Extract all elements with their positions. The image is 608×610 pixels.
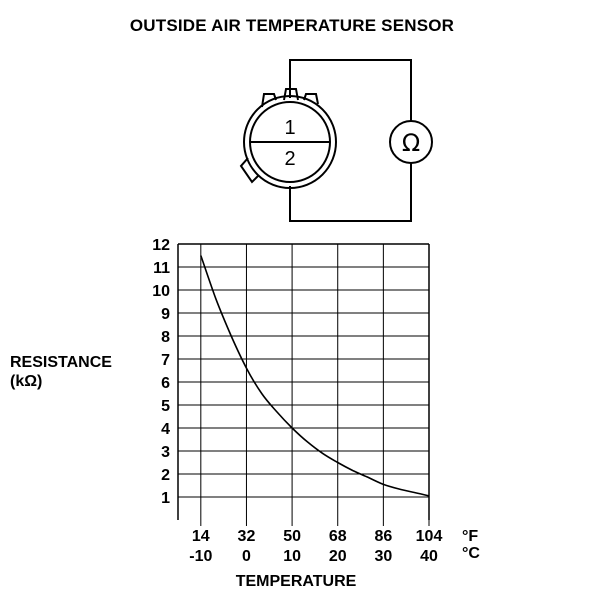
- y-tick-label: 6: [161, 375, 170, 392]
- y-tick-label: 7: [161, 352, 170, 369]
- resistance-curve: [200, 255, 430, 497]
- ohmmeter-icon: [389, 120, 433, 164]
- y-tick-label: 5: [161, 398, 170, 415]
- terminal-2-label: 2: [284, 148, 295, 170]
- y-axis-label-line1: RESISTANCE: [10, 354, 112, 371]
- circuit-wire: [289, 59, 412, 121]
- x-tick-labels-f: 14 32 50 68 86 104: [192, 528, 443, 545]
- x-axis-label: TEMPERATURE: [236, 573, 357, 590]
- x-tick-label-f: 86: [374, 528, 392, 545]
- x-tick-label-f: 68: [329, 528, 347, 545]
- y-tick-label: 8: [161, 329, 170, 346]
- y-tick-label: 9: [161, 306, 170, 323]
- terminal-1-label: 1: [284, 117, 295, 139]
- y-tick-label: 2: [161, 467, 170, 484]
- x-tick-label-f: 50: [283, 528, 301, 545]
- x-tick-label-c: 10: [283, 548, 301, 565]
- y-tick-label: 1: [161, 490, 170, 507]
- x-tick-label-c: 40: [420, 548, 438, 565]
- y-tick-label: 10: [152, 283, 170, 300]
- x-tick-label-c: 30: [374, 548, 392, 565]
- x-unit-c: °C: [462, 545, 480, 562]
- y-axis-label-line2: (kΩ): [10, 373, 42, 390]
- connector-tab-left: [261, 93, 277, 108]
- x-unit-f: °F: [462, 528, 478, 545]
- x-tick-label-c: -10: [189, 548, 212, 565]
- x-tick-label-f: 32: [238, 528, 256, 545]
- x-tick-label-c: 0: [242, 548, 251, 565]
- ohm-symbol: Ω: [402, 129, 420, 157]
- y-tick-label: 3: [161, 444, 170, 461]
- page-title: OUTSIDE AIR TEMPERATURE SENSOR: [129, 16, 455, 35]
- circuit-wire-return: [289, 163, 412, 222]
- x-tick-label-f: 14: [192, 528, 210, 545]
- connector-tab-side: [239, 157, 259, 184]
- y-tick-label: 11: [153, 260, 170, 277]
- x-tick-labels-c: -10 0 10 20 30 40: [189, 548, 438, 565]
- chart-grid: [177, 243, 430, 526]
- y-tick-label: 4: [161, 421, 170, 438]
- x-tick-label-f: 104: [416, 528, 443, 545]
- x-tick-label-c: 20: [329, 548, 347, 565]
- sensor-diagram: [239, 59, 433, 222]
- connector-tab-right: [303, 93, 319, 105]
- y-tick-label: 12: [152, 237, 170, 254]
